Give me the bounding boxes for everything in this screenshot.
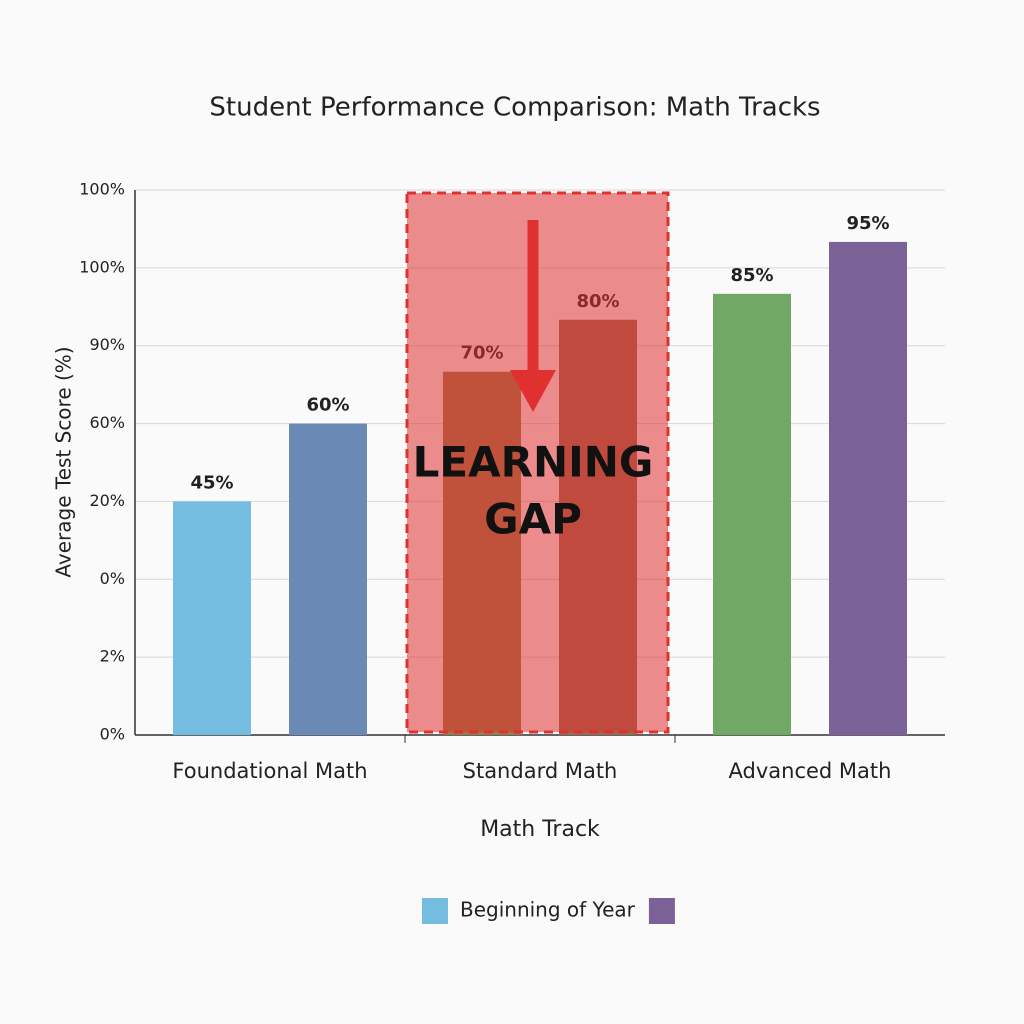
chart-title: Student Performance Comparison: Math Tra… — [209, 93, 820, 123]
y-tick-label: 100% — [79, 180, 125, 199]
annotation-text: LEARNING — [413, 438, 654, 487]
legend-label: Beginning of Year — [460, 898, 636, 922]
x-tick-label: Standard Math — [463, 759, 618, 783]
y-axis-label: Average Test Score (%) — [52, 346, 76, 577]
bar — [713, 293, 791, 735]
bar — [829, 241, 907, 735]
legend-swatch — [422, 898, 448, 924]
y-tick-label: 90% — [89, 335, 125, 354]
data-label: 95% — [846, 213, 889, 234]
x-tick-label: Foundational Math — [172, 759, 367, 783]
y-tick-label: 0% — [100, 569, 125, 588]
arrow-head — [510, 370, 556, 412]
x-axis-label: Math Track — [480, 817, 600, 842]
data-label: 45% — [190, 472, 233, 493]
x-tick-label: Advanced Math — [729, 759, 892, 783]
annotation-text: GAP — [484, 495, 582, 544]
bar — [289, 423, 367, 735]
bar — [173, 501, 251, 735]
y-tick-label: 20% — [89, 491, 125, 510]
y-tick-label: 60% — [89, 413, 125, 432]
y-tick-label: 0% — [100, 725, 125, 744]
data-label: 60% — [306, 395, 349, 416]
y-tick-label: 2% — [100, 647, 125, 666]
legend-swatch — [648, 898, 675, 924]
data-label: 85% — [730, 265, 773, 286]
y-tick-label: 100% — [79, 257, 125, 276]
